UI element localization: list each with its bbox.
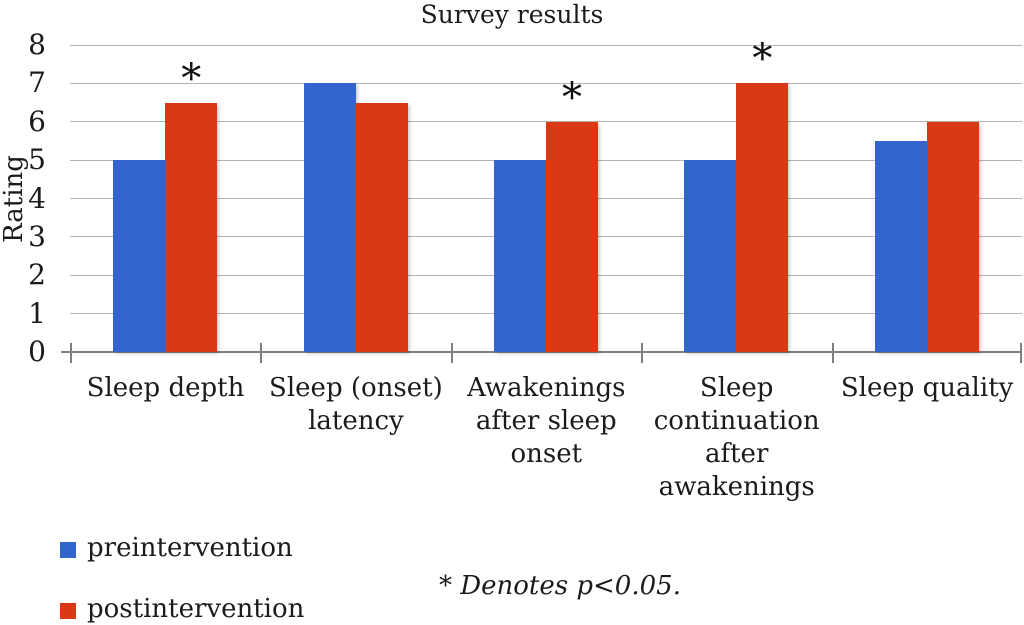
y-tick-label-6: 6 [28,104,46,138]
x-axis-tick [641,343,644,363]
x-axis-line [70,351,1022,353]
significance-asterisk-sleep-depth: * [181,55,202,102]
chart-title: Survey results [420,0,604,29]
x-axis-tick [450,343,453,363]
bar-preintervention-sleep-quality [874,140,927,352]
category-label-line: Sleep (onset) [269,373,443,403]
gridline-y-7 [70,82,1022,84]
bar-postintervention-sleep-continuation-after-awakenings [736,83,789,352]
legend-label-postintervention: postintervention [87,594,305,624]
legend-label-preintervention: preintervention [87,533,293,563]
category-label-2: Sleep (onset) latency [260,372,451,438]
y-tick-label-5: 5 [28,143,46,177]
category-label-3: Awakenings after sleep onset [451,372,642,471]
bar-preintervention-awakenings-after-sleep-onset [494,160,546,352]
bar-preintervention-sleep-continuation-after-awakenings [684,160,737,352]
significance-note: * Denotes p<0.05. [439,571,681,601]
category-label-line: after sleep [475,406,617,436]
category-label-5: Sleep quality [832,372,1023,405]
category-label-line: continuation [653,406,820,436]
x-axis-tick [1020,343,1022,363]
category-label-4: Sleep continuation after awakenings [641,372,832,504]
bar-preintervention-sleep-onset-latency [303,83,356,352]
y-tick-label-8: 8 [28,28,46,61]
category-label-1: Sleep depth [70,372,261,405]
legend-item-postintervention: postintervention [60,594,304,624]
legend-swatch-preintervention-icon [60,541,76,558]
bar-postintervention-sleep-depth [165,102,218,352]
category-label-line: Sleep [699,373,774,403]
y-tick-label-0: 0 [28,335,46,368]
y-tick-label-2: 2 [28,258,46,292]
bar-postintervention-sleep-onset-latency [355,102,408,352]
x-axis-tick [831,343,834,363]
bar-postintervention-sleep-quality [926,121,979,352]
category-label-line: awakenings [658,472,815,502]
significance-asterisk-awakenings-after-sleep-onset: * [562,74,582,121]
category-label-line: Sleep depth [86,373,245,403]
x-axis-tick [260,343,263,363]
y-axis-zero-tick [61,351,70,353]
y-tick-label-7: 7 [28,66,46,100]
x-axis-tick [70,343,72,363]
legend-swatch-postintervention-icon [60,602,76,619]
significance-asterisk-sleep-continuation-after-awakenings: * [752,36,773,83]
y-tick-label-3: 3 [28,219,46,253]
y-tick-label-4: 4 [28,181,46,215]
bar-preintervention-sleep-depth [113,160,166,352]
gridline-y-8 [70,44,1022,46]
category-label-line: latency [308,406,404,436]
bar-postintervention-awakenings-after-sleep-onset [546,121,598,352]
category-label-line: after [704,439,769,469]
category-label-line: Sleep quality [840,373,1014,403]
plot-area: * * * [61,39,1022,363]
category-label-line: onset [510,439,583,469]
y-tick-label-1: 1 [28,296,46,330]
category-label-line: Awakenings [467,373,626,403]
legend-item-preintervention: preintervention [60,533,293,563]
